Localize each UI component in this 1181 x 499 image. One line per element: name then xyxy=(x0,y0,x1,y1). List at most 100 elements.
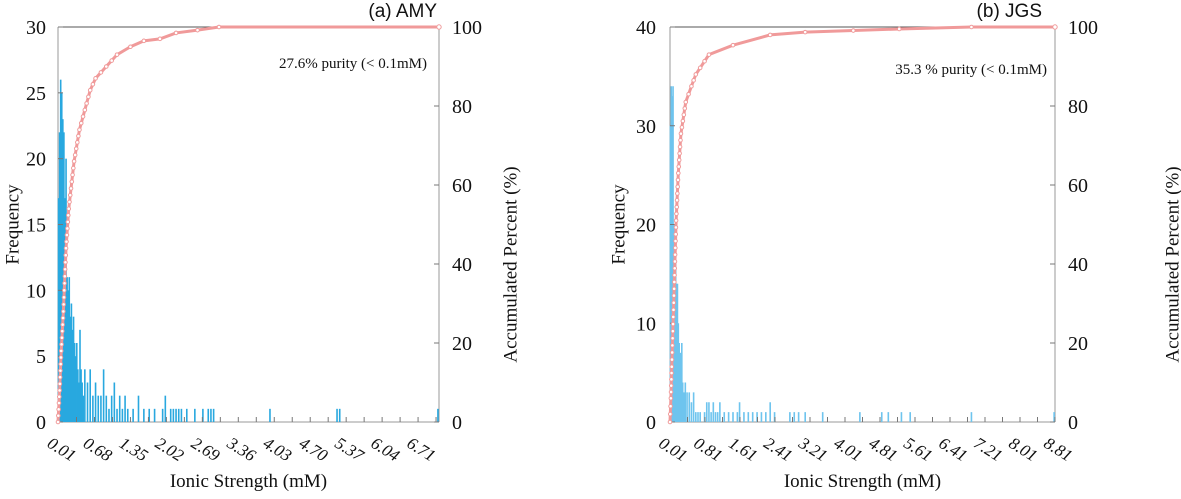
histogram-bar xyxy=(970,412,973,422)
x-tick-label: 8.01 xyxy=(1006,433,1041,465)
x-tick-label: 4.81 xyxy=(866,433,901,465)
cumulative-point xyxy=(67,192,73,198)
histogram-bar xyxy=(738,402,741,422)
panel-title: (a) AMY xyxy=(368,1,437,22)
cumulative-point xyxy=(63,245,69,251)
cumulative-point xyxy=(76,133,81,139)
y-tick-label: 5 xyxy=(36,346,46,368)
histogram-bar xyxy=(708,402,710,422)
histogram-bar xyxy=(62,119,64,423)
cumulative-point xyxy=(56,394,62,400)
histogram-bar xyxy=(148,408,151,422)
histogram-bar xyxy=(680,352,682,422)
y-tick-label: 30 xyxy=(636,116,656,138)
histogram-bar xyxy=(180,408,183,422)
histogram-bar xyxy=(338,408,341,422)
histogram-bar xyxy=(80,369,82,422)
x-tick-label: 6.41 xyxy=(936,433,971,465)
histogram-bar xyxy=(113,382,116,422)
cumulative-point xyxy=(668,389,674,395)
cumulative-point xyxy=(668,396,674,401)
cumulative-point xyxy=(671,293,677,298)
cumulative-point xyxy=(669,370,674,376)
histogram-bar xyxy=(670,86,673,422)
cumulative-point xyxy=(78,120,84,126)
histogram-bar xyxy=(71,329,74,422)
cumulative-point xyxy=(436,24,442,30)
histogram-bar xyxy=(105,395,108,422)
y2-tick-label: 20 xyxy=(452,333,472,355)
y2-axis-label: Accumulated Percent (%) xyxy=(1162,166,1181,362)
cumulative-point xyxy=(59,328,65,334)
histogram-bar xyxy=(60,92,63,422)
histogram-bar xyxy=(747,412,750,422)
x-tick-label: 8.81 xyxy=(1041,433,1076,465)
y-tick-label: 40 xyxy=(636,17,656,39)
x-tick-label: 0.01 xyxy=(656,433,691,465)
cumulative-point xyxy=(64,239,69,244)
cumulative-point xyxy=(683,99,689,105)
y2-tick-label: 60 xyxy=(1068,175,1088,197)
cumulative-point xyxy=(62,281,67,286)
cumulative-point xyxy=(60,322,65,327)
cumulative-point xyxy=(673,231,679,237)
cumulative-point xyxy=(730,42,736,48)
histogram-bar xyxy=(161,408,164,422)
histogram-bar xyxy=(75,343,78,422)
cumulative-point xyxy=(697,65,703,71)
histogram-bar xyxy=(690,402,693,422)
x-tick-label: 5.37 xyxy=(332,433,369,466)
histogram-bar xyxy=(126,408,129,422)
cumulative-point xyxy=(69,179,75,184)
cumulative-point xyxy=(86,94,91,100)
histogram-bar xyxy=(137,395,140,422)
x-tick-label: 4.03 xyxy=(260,433,295,465)
cumulative-point xyxy=(61,302,66,307)
x-tick-label: 4.01 xyxy=(831,433,866,465)
histogram-bar xyxy=(678,343,680,422)
x-axis-label: Ionic Strength (mM) xyxy=(784,471,941,492)
histogram-bar xyxy=(77,369,79,422)
cumulative-point xyxy=(1052,24,1058,30)
cumulative-point xyxy=(56,413,61,418)
histogram-bar xyxy=(887,412,890,422)
cumulative-point xyxy=(673,238,678,244)
cumulative-point xyxy=(675,177,681,183)
histogram-bar xyxy=(202,408,204,422)
cumulative-point xyxy=(671,307,676,313)
histogram-bar xyxy=(212,408,215,422)
cumulative-point xyxy=(670,321,676,327)
cumulative-point xyxy=(55,419,61,425)
cumulative-point xyxy=(686,91,691,97)
histogram-bar xyxy=(118,395,121,422)
x-tick-label: 1.35 xyxy=(116,433,151,465)
y2-axis-label: Accumulated Percent (%) xyxy=(500,166,521,362)
x-tick-label: 7.21 xyxy=(971,433,1006,465)
cumulative-point xyxy=(670,343,675,348)
cumulative-point xyxy=(58,355,64,360)
histogram-bar xyxy=(821,412,824,422)
cumulative-point xyxy=(675,184,680,189)
y2-tick-label: 80 xyxy=(452,96,472,118)
cumulative-point xyxy=(59,342,64,347)
histogram-bar xyxy=(900,412,903,422)
cumulative-point xyxy=(969,24,974,30)
cumulative-point xyxy=(678,137,683,143)
histogram-bar xyxy=(669,125,672,422)
x-axis-label: Ionic Strength (mM) xyxy=(170,471,327,492)
y-tick-label: 20 xyxy=(636,215,656,237)
cumulative-point xyxy=(90,81,96,87)
cumulative-point xyxy=(65,212,71,218)
cumulative-point xyxy=(672,259,678,264)
y-tick-label: 10 xyxy=(26,280,46,302)
y2-tick-label: 60 xyxy=(452,175,472,197)
cumulative-point xyxy=(216,24,222,30)
chart-panel-b: 0 10 20 30 40 0 20 40 60 80 100 0.01 0.81 1.61 2.41 3.2… xyxy=(608,1,1181,492)
cumulative-point xyxy=(671,300,677,306)
cumulative-point xyxy=(56,407,61,412)
histogram-bar xyxy=(70,303,73,422)
histogram-bar xyxy=(686,392,688,422)
cumulative-point xyxy=(71,159,77,164)
cumulative-point xyxy=(72,152,78,158)
